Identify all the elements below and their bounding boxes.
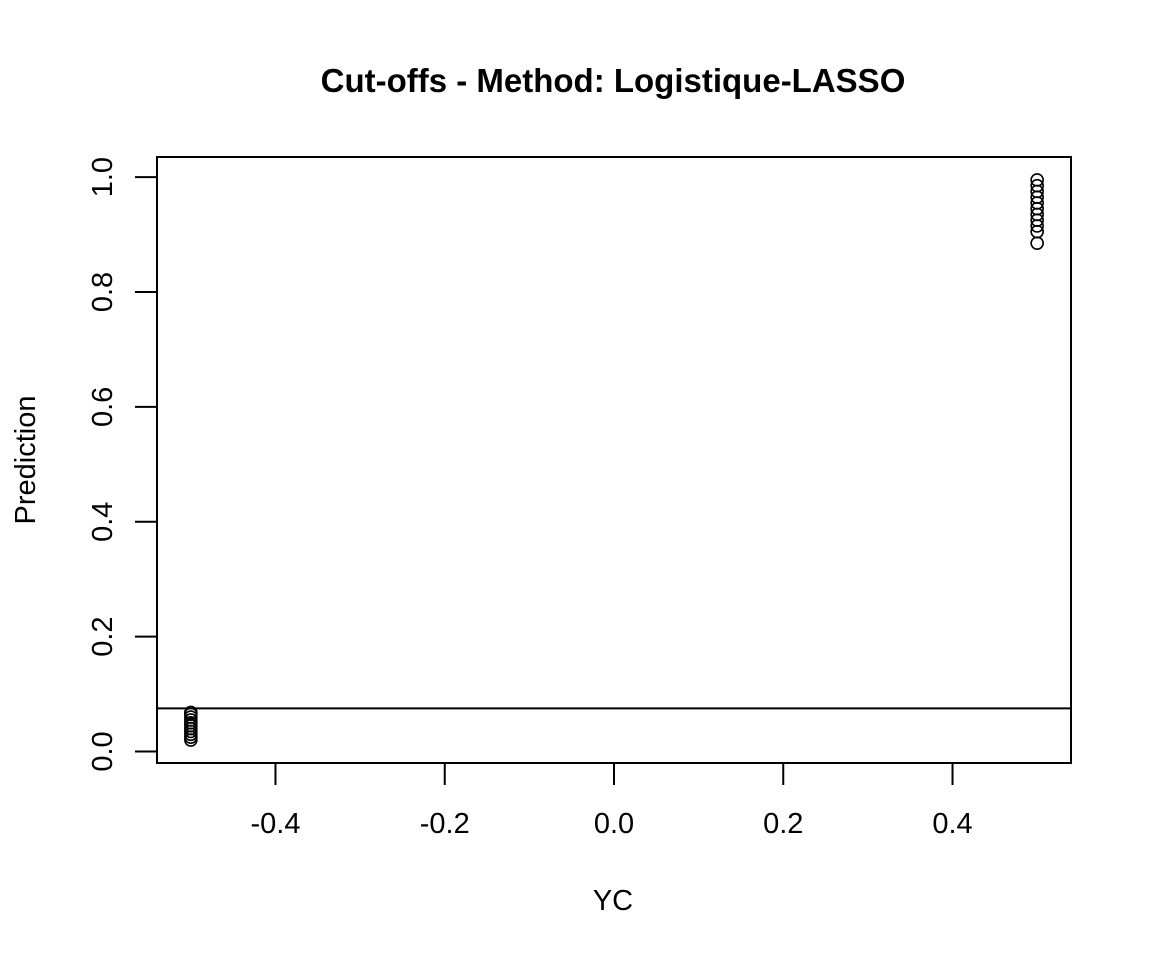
- data-point: [1030, 173, 1044, 187]
- y-tick-label: 0.6: [87, 387, 119, 427]
- points-layer: [184, 173, 1044, 747]
- x-axis-label: YC: [593, 885, 633, 917]
- data-point: [1030, 236, 1044, 250]
- x-tick-label: 0.2: [763, 808, 803, 840]
- x-tick-label: 0.4: [932, 808, 972, 840]
- x-tick-label: -0.2: [420, 808, 470, 840]
- y-tick-label: 0.2: [87, 616, 119, 656]
- x-tick-label: -0.4: [250, 808, 300, 840]
- x-axis: -0.4 -0.2 0.0 0.2 0.4: [250, 762, 973, 840]
- y-tick-label: 1.0: [87, 157, 119, 197]
- y-tick-label: 0.0: [87, 731, 119, 771]
- data-point: [1030, 178, 1044, 193]
- y-axis: 0.0 0.2 0.4 0.6 0.8 1.0: [87, 157, 158, 772]
- y-tick-label: 0.4: [87, 502, 119, 542]
- plot-frame: [156, 156, 1072, 764]
- y-tick-label: 0.8: [87, 272, 119, 312]
- chart-title: Cut-offs - Method: Logistique-LASSO: [321, 62, 906, 99]
- x-tick-label: 0.0: [594, 808, 634, 840]
- y-axis-label: Prediction: [10, 396, 42, 525]
- data-point: [184, 705, 198, 720]
